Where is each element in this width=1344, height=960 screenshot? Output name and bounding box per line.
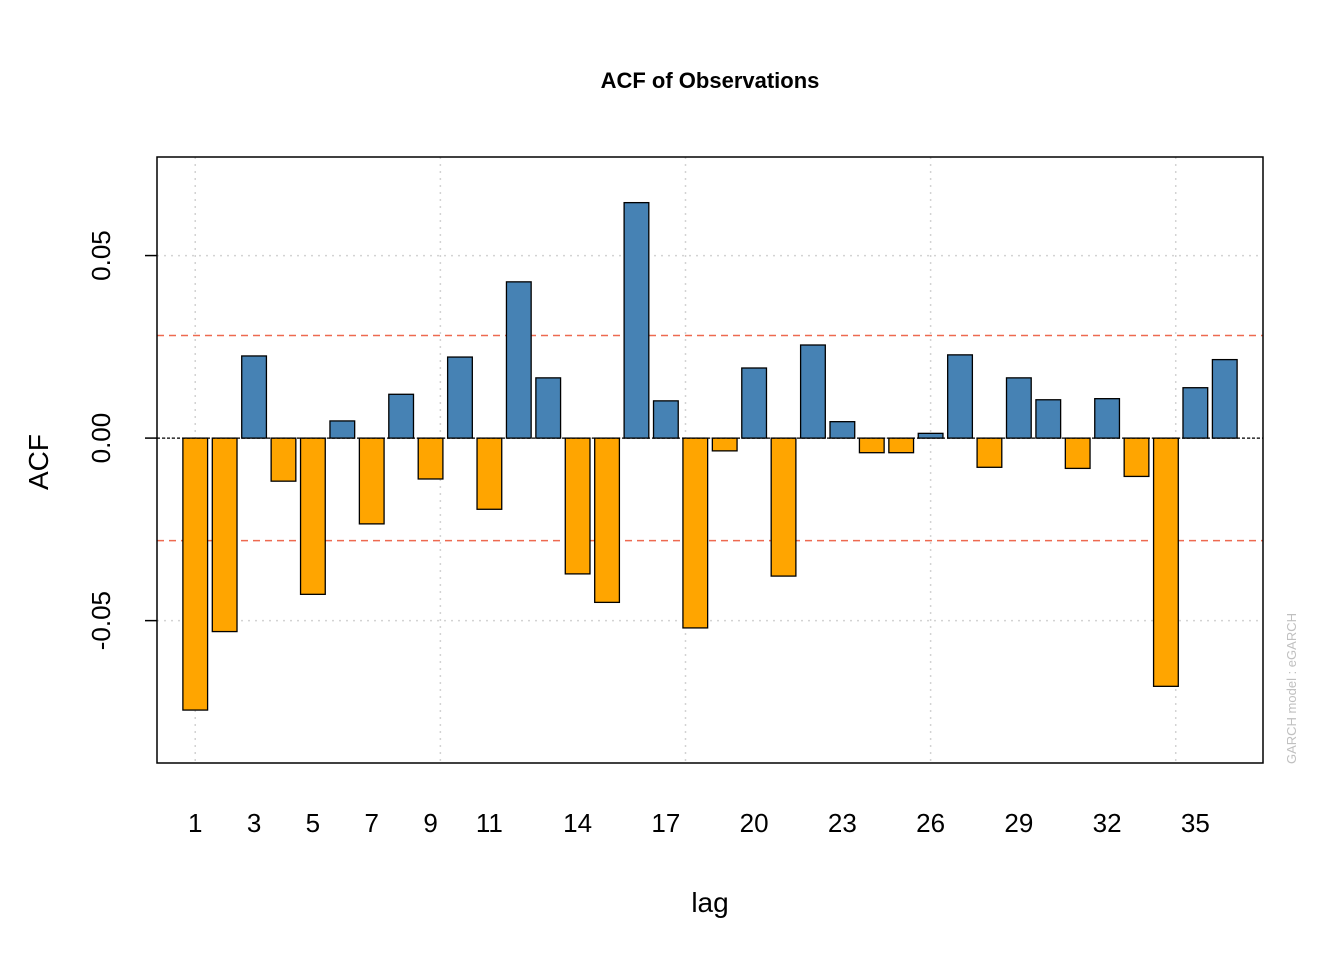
acf-bar-lag-16 (623, 201, 650, 439)
acf-bar-lag-1 (182, 437, 209, 711)
acf-bar-lag-14 (564, 437, 591, 575)
acf-bar-lag-5 (299, 437, 326, 595)
chart-title: ACF of Observations (601, 68, 820, 93)
acf-bar-lag-20 (741, 367, 768, 439)
acf-bar-lag-31 (1064, 437, 1091, 470)
acf-bar-lag-11 (476, 437, 503, 510)
acf-bar-lag-23 (829, 421, 856, 439)
acf-bar-lag-24 (858, 437, 885, 454)
y-tick-label: -0.05 (86, 591, 116, 650)
acf-bar-lag-18 (682, 437, 709, 629)
acf-bar-lag-3 (241, 355, 268, 439)
x-tick-label: 17 (651, 808, 680, 838)
x-axis-label: lag (691, 887, 728, 918)
acf-bar-lag-13 (535, 377, 562, 439)
acf-bar-lag-10 (446, 356, 473, 439)
x-tick-label: 35 (1181, 808, 1210, 838)
acf-bar-lag-25 (888, 437, 915, 454)
acf-bars (182, 201, 1238, 711)
model-watermark: GARCH model : eGARCH (1284, 613, 1299, 764)
acf-bar-lag-36 (1211, 358, 1238, 439)
acf-bar-lag-26 (917, 432, 944, 439)
acf-bar-lag-22 (799, 344, 826, 439)
acf-bar-lag-21 (770, 437, 797, 577)
acf-bar-lag-2 (211, 437, 238, 633)
y-tick-label: 0.05 (86, 230, 116, 281)
x-axis: 1 3 5 7 9 11 14 17 20 23 26 29 32 35 (188, 808, 1210, 838)
x-tick-label: 23 (828, 808, 857, 838)
acf-bar-lag-8 (388, 393, 415, 439)
acf-bar-lag-7 (358, 437, 385, 525)
acf-bar-lag-12 (505, 281, 532, 439)
acf-bar-lag-9 (417, 437, 444, 480)
acf-bar-lag-15 (594, 437, 621, 604)
x-tick-label: 5 (306, 808, 320, 838)
y-axis-label: ACF (23, 434, 54, 490)
acf-bar-lag-34 (1152, 437, 1179, 687)
confidence-bounds (157, 334, 1263, 542)
x-tick-label: 1 (188, 808, 202, 838)
x-tick-label: 9 (423, 808, 437, 838)
x-tick-label: 26 (916, 808, 945, 838)
x-tick-label: 7 (364, 808, 378, 838)
x-tick-label: 14 (563, 808, 592, 838)
acf-bar-lag-27 (947, 354, 974, 439)
y-tick-label: 0.00 (86, 413, 116, 464)
acf-bar-lag-35 (1182, 387, 1209, 439)
x-tick-label: 32 (1093, 808, 1122, 838)
acf-bar-lag-29 (1005, 377, 1032, 439)
x-tick-label: 11 (476, 808, 503, 838)
x-tick-label: 20 (740, 808, 769, 838)
acf-bar-lag-28 (976, 437, 1003, 468)
x-tick-label: 3 (247, 808, 261, 838)
acf-bar-lag-17 (652, 400, 679, 439)
acf-bar-lag-32 (1094, 398, 1121, 439)
acf-bar-lag-19 (711, 437, 738, 452)
acf-bar-lag-6 (329, 420, 356, 439)
x-tick-label: 29 (1004, 808, 1033, 838)
acf-bar-lag-33 (1123, 437, 1150, 478)
acf-bar-lag-4 (270, 437, 297, 482)
acf-bar-lag-30 (1035, 399, 1062, 439)
y-axis: -0.05 0.00 0.05 (86, 230, 157, 650)
plot-frame (156, 156, 1264, 764)
